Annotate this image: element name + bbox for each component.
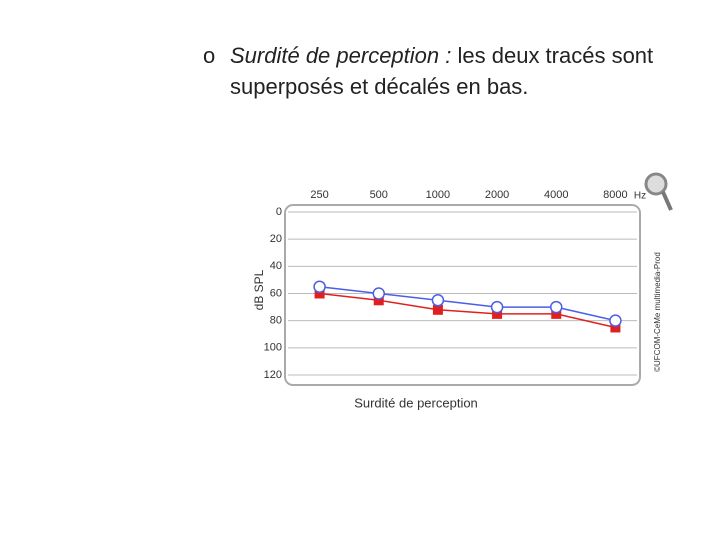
point [373, 295, 384, 306]
x-tick-label: 8000 [603, 189, 627, 201]
point [490, 300, 504, 314]
point [313, 280, 326, 293]
point [372, 287, 385, 300]
point [550, 300, 563, 314]
point [432, 304, 443, 315]
bullet-emphasis: Surdité de perception : [230, 43, 452, 68]
y-tick-label: 100 [264, 342, 282, 354]
y-tick-label: 60 [270, 287, 282, 299]
magnifier-icon[interactable] [644, 172, 673, 211]
credit: ©UFCOM-CeMe multimedia-Prod [653, 252, 662, 372]
bullet-text-block: Surdité de perception : les deux tracés … [230, 40, 683, 102]
series-line [319, 292, 616, 329]
point [609, 314, 622, 327]
point [314, 288, 325, 299]
point [551, 308, 562, 319]
y-tick-label: 0 [276, 206, 282, 218]
y-axis-label: dB SPL [252, 269, 266, 310]
y-tick-label: 80 [270, 315, 282, 327]
bullet-text: les deux tracés sont superposés et décal… [230, 43, 654, 99]
x-unit: Hz [634, 191, 646, 202]
point [610, 322, 621, 333]
x-tick-label: 2000 [485, 189, 509, 201]
series-line [319, 285, 616, 322]
bullet: o Surdité de perception : les deux tracé… [203, 40, 683, 102]
x-tick-label: 1000 [426, 189, 450, 201]
point [431, 294, 445, 307]
y-tick-label: 120 [264, 369, 282, 381]
x-tick-label: 500 [370, 189, 388, 201]
point [492, 308, 503, 319]
plot-frame [284, 204, 641, 386]
y-tick-label: 20 [270, 233, 282, 245]
x-axis-label: Surdité de perception [354, 395, 478, 410]
x-tick-label: 250 [310, 189, 328, 201]
x-tick-label: 4000 [544, 189, 568, 201]
bullet-marker: o [203, 43, 216, 68]
y-tick-label: 40 [270, 260, 282, 272]
